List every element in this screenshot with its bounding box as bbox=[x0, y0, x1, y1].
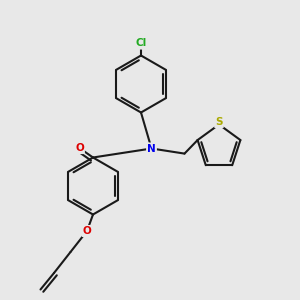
Text: O: O bbox=[75, 143, 84, 153]
Text: N: N bbox=[147, 143, 156, 154]
Text: O: O bbox=[82, 226, 91, 236]
Text: S: S bbox=[215, 117, 223, 127]
Text: Cl: Cl bbox=[135, 38, 147, 49]
